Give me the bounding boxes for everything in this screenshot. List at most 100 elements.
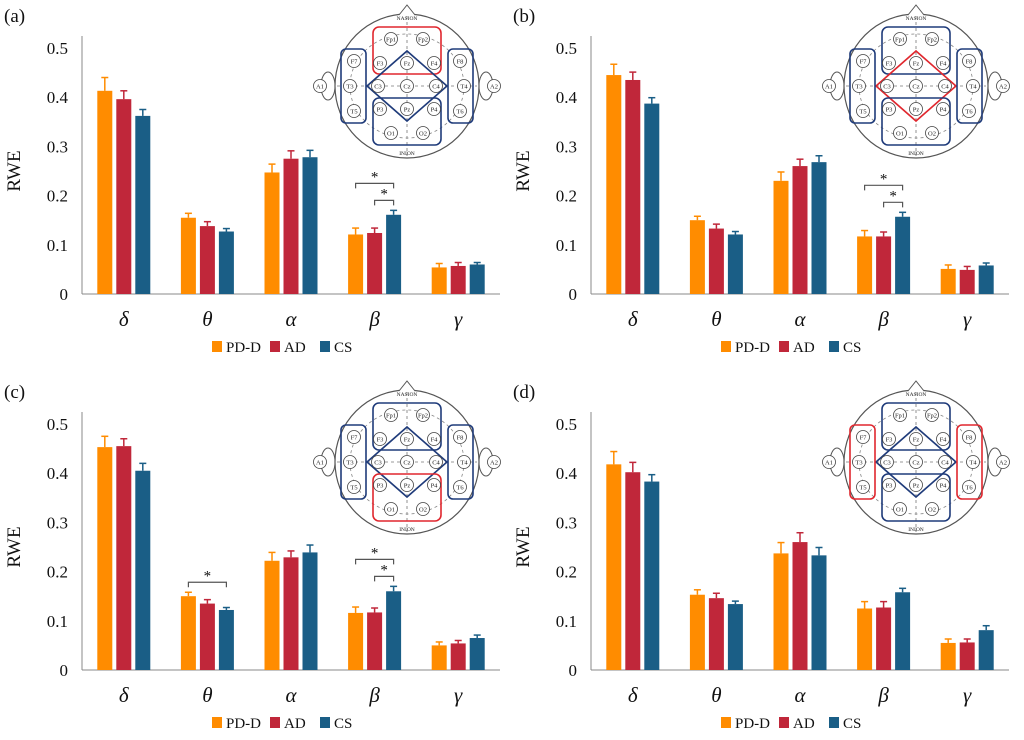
electrode-label: Pz — [404, 483, 411, 490]
electrode-label: Cz — [912, 84, 919, 91]
electrode-label: Fz — [404, 61, 411, 68]
electrode-label: Cz — [912, 460, 919, 467]
significance-star: * — [204, 568, 212, 584]
bar — [116, 99, 132, 294]
bar — [348, 612, 364, 670]
bar — [469, 264, 485, 294]
bar — [811, 555, 827, 670]
electrode-label: Fz — [913, 437, 920, 444]
electrode-label: A2 — [490, 460, 498, 467]
scalp-map: Fp1 Fp2 F7 F3 Fz F4 F8 A1 T3 C3 Cz C4 T4 A2 T5 P3 Pz P4 T6… — [822, 4, 1010, 159]
panel-label: (b) — [513, 6, 535, 27]
region-temporal-right — [447, 424, 474, 500]
y-tick-label: 0.2 — [47, 563, 68, 582]
bar — [606, 75, 622, 294]
electrode-label: F8 — [966, 435, 973, 442]
electrode-label: F4 — [431, 61, 439, 68]
electrode-label: T3 — [346, 84, 353, 91]
region-temporal-left — [340, 424, 367, 500]
y-tick-label: 0.5 — [556, 415, 577, 434]
bar — [895, 216, 911, 294]
electrode — [384, 408, 398, 422]
significance-star: * — [880, 171, 888, 187]
electrode — [384, 126, 398, 140]
legend-swatch — [779, 341, 789, 352]
electrode-label: Fp2 — [927, 413, 937, 420]
scalp-map: Fp1 Fp2 F7 F3 Fz F4 F8 A1 T3 C3 Cz C4 T4 A2 T5 P3 Pz P4 T6… — [822, 380, 1010, 535]
x-category-label: α — [794, 307, 806, 331]
electrode — [416, 408, 430, 422]
significance-star: * — [889, 188, 897, 204]
region-temporal-right — [956, 424, 983, 500]
electrode-label: Fp1 — [895, 413, 905, 420]
bar — [135, 470, 151, 670]
bar — [302, 157, 318, 294]
electrode-label: Fp1 — [386, 413, 396, 420]
electrode — [427, 478, 441, 492]
electrode-label: T6 — [965, 109, 973, 116]
legend-label: CS — [843, 716, 861, 732]
bar — [792, 542, 808, 670]
electrode-label: O1 — [896, 507, 904, 514]
electrode-label: F3 — [886, 437, 893, 444]
y-tick-label: 0.2 — [556, 187, 577, 206]
electrode — [966, 79, 980, 93]
bar — [689, 220, 705, 294]
bar — [367, 232, 383, 294]
electrode-label: O1 — [387, 131, 395, 138]
electrode — [429, 79, 443, 93]
electrode — [427, 102, 441, 116]
y-tick-label: 0.2 — [47, 187, 68, 206]
legend-swatch — [779, 717, 789, 728]
nose — [398, 4, 416, 16]
electrode-label: O1 — [896, 131, 904, 138]
electrode — [925, 408, 939, 422]
x-category-label: α — [794, 683, 806, 707]
electrode-label: C3 — [374, 84, 382, 91]
electrode — [416, 126, 430, 140]
bar — [180, 217, 196, 294]
bar — [689, 594, 705, 670]
electrode-label: Fp1 — [895, 37, 905, 44]
legend-label: AD — [793, 340, 815, 356]
region-parietal — [881, 473, 951, 522]
electrode — [313, 79, 327, 93]
electrode — [909, 478, 923, 492]
bar — [135, 115, 151, 295]
y-tick-label: 0.4 — [556, 464, 578, 483]
electrode-label: A2 — [999, 84, 1007, 91]
bar — [857, 608, 873, 670]
y-tick-label: 0.4 — [556, 88, 578, 107]
y-tick-label: 0 — [569, 661, 578, 680]
region-temporal-right — [956, 48, 983, 124]
electrode-label: P4 — [431, 483, 439, 490]
region-frontal — [372, 402, 442, 451]
electrode — [343, 79, 357, 93]
nasion-label: NASION — [906, 392, 927, 398]
electrode — [400, 102, 414, 116]
electrode — [453, 430, 467, 444]
bar — [959, 269, 975, 294]
legend-label: AD — [284, 340, 306, 356]
electrode-label: T6 — [965, 485, 973, 492]
legend-swatch — [270, 341, 280, 352]
y-tick-label: 0.5 — [47, 415, 68, 434]
region-central — [874, 425, 958, 499]
y-tick-label: 0 — [60, 661, 69, 680]
legend-swatch — [721, 341, 731, 352]
x-category-label: θ — [711, 683, 721, 707]
bar — [348, 234, 364, 294]
electrode-label: Fp2 — [927, 37, 937, 44]
significance-star: * — [371, 545, 379, 561]
electrode-label: A2 — [490, 84, 498, 91]
electrode-label: T3 — [855, 460, 862, 467]
x-category-label: γ — [454, 683, 463, 707]
electrode — [384, 502, 398, 516]
significance-bracket — [187, 581, 227, 588]
y-axis-label: RWE — [513, 526, 534, 567]
electrode-label: T5 — [859, 109, 866, 116]
electrode-label: F3 — [377, 437, 384, 444]
inion-label: INION — [908, 151, 924, 157]
